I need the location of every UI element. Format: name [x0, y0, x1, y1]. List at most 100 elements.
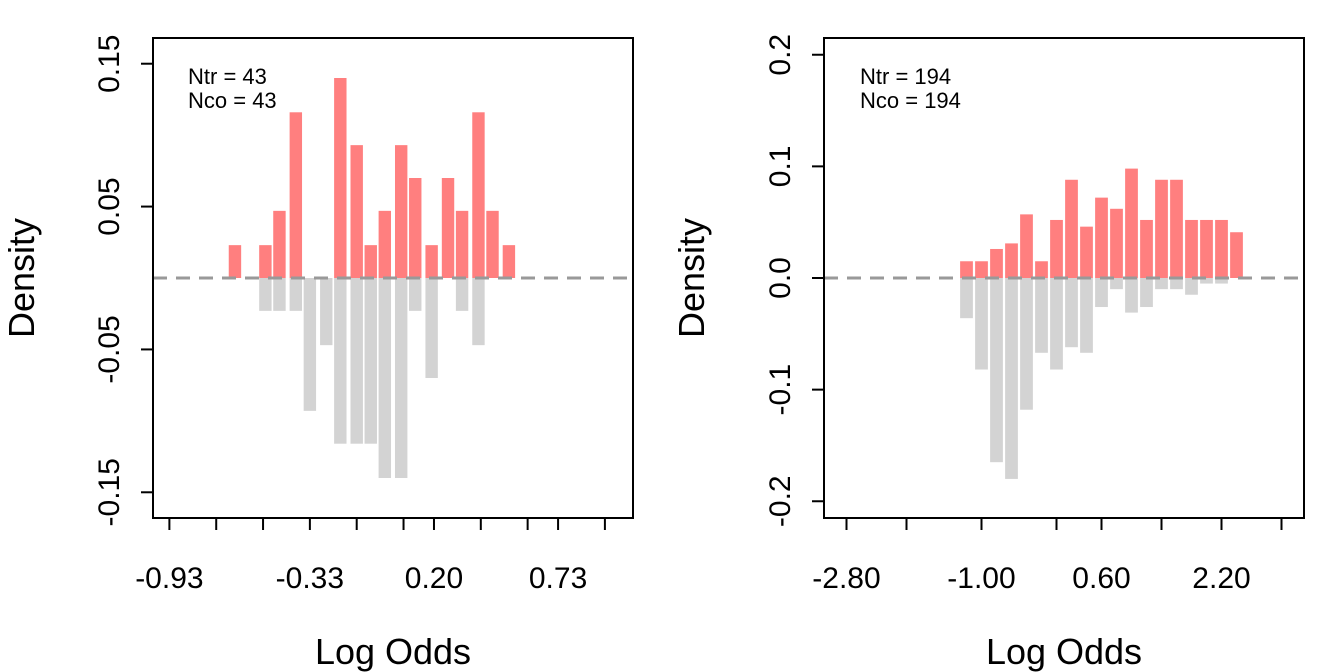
- left-treated-bar: [350, 145, 363, 278]
- left-treated-bar: [228, 245, 242, 278]
- right-x-tick-label: 2.20: [1192, 562, 1250, 595]
- left-y-axis-title: Density: [1, 218, 42, 338]
- right-control-bar: [1200, 278, 1213, 284]
- left-control-bar: [378, 278, 392, 478]
- right-control-bar: [1170, 278, 1183, 290]
- right-bars: [960, 168, 1243, 479]
- right-annotation-nco: Nco = 194: [860, 88, 961, 113]
- right-treated-bar: [990, 248, 1003, 278]
- right-control-bar: [1005, 278, 1018, 479]
- right-y-tick-label: 0.2: [764, 34, 797, 76]
- right-control-bar: [1140, 278, 1153, 308]
- right-x-axis-title: Log Odds: [986, 631, 1142, 672]
- right-x-tick-label: 0.60: [1072, 562, 1130, 595]
- right-control-bar: [1155, 278, 1168, 290]
- right-treated-bar: [1065, 179, 1078, 278]
- left-panel: -0.93 -0.33 0.20 0.73 -0.15 -0.05 0.05 0.15 Nt…: [1, 35, 634, 672]
- left-x-tick-label: -0.33: [276, 562, 344, 595]
- right-control-bar: [1035, 278, 1048, 353]
- left-control-bar: [455, 278, 469, 311]
- right-treated-bar: [1005, 243, 1018, 278]
- right-treated-bar: [1155, 179, 1168, 278]
- right-y-axis: -0.2 -0.1 0.0 0.1 0.2: [764, 34, 824, 527]
- left-control-bar: [350, 278, 363, 444]
- left-treated-bar: [502, 245, 516, 278]
- right-treated-bar: [1110, 208, 1123, 278]
- left-x-axis: -0.93 -0.33 0.20 0.73: [135, 518, 606, 595]
- right-control-bar: [1125, 278, 1138, 313]
- right-treated-bar: [960, 261, 973, 278]
- right-y-tick-label: 0.1: [764, 146, 797, 188]
- left-y-axis: -0.15 -0.05 0.05 0.15: [93, 35, 153, 526]
- left-control-bar: [273, 278, 286, 311]
- right-treated-bar: [1170, 179, 1183, 278]
- left-treated-bar: [259, 245, 272, 278]
- left-treated-bar: [378, 210, 392, 278]
- left-treated-bar: [472, 112, 485, 279]
- right-treated-bar: [1020, 214, 1033, 278]
- left-treated-bar: [273, 210, 286, 278]
- left-control-bar: [289, 278, 303, 311]
- left-treated-bar: [334, 78, 347, 278]
- left-treated-bar: [364, 245, 377, 278]
- left-control-bar: [409, 278, 422, 311]
- right-treated-bar: [1200, 219, 1213, 278]
- left-treated-bar: [425, 245, 438, 278]
- left-control-bar: [472, 278, 485, 346]
- left-treated-bar: [409, 178, 422, 278]
- right-x-tick-label: -1.00: [947, 562, 1015, 595]
- right-x-axis: -2.80 -1.00 0.60 2.20: [812, 518, 1283, 595]
- right-control-bar: [1050, 278, 1063, 370]
- right-control-bar: [1080, 278, 1093, 353]
- left-annotation-ntr: Ntr = 43: [188, 64, 267, 89]
- left-control-bar: [259, 278, 272, 311]
- right-y-tick-label: -0.2: [764, 475, 797, 527]
- left-plot-frame: [152, 37, 634, 519]
- right-treated-bar: [1230, 232, 1243, 278]
- right-control-bar: [1065, 278, 1078, 348]
- left-treated-bar: [441, 178, 455, 278]
- left-control-bar: [334, 278, 347, 444]
- right-treated-bar: [975, 261, 988, 278]
- left-y-tick-label: 0.05: [93, 177, 126, 235]
- right-treated-bar: [1125, 168, 1138, 278]
- right-treated-bar: [1050, 219, 1063, 278]
- right-treated-bar: [1095, 197, 1108, 278]
- right-control-bar: [1020, 278, 1033, 410]
- left-control-bar: [320, 278, 333, 346]
- left-control-bar: [364, 278, 377, 444]
- left-control-bar: [303, 278, 317, 411]
- right-control-bar: [960, 278, 973, 319]
- right-y-axis-title: Density: [671, 218, 712, 338]
- left-x-tick-label: 0.20: [405, 562, 463, 595]
- right-x-tick-label: -2.80: [812, 562, 880, 595]
- left-bars: [228, 78, 516, 478]
- left-x-tick-label: 0.73: [529, 562, 587, 595]
- right-y-tick-label: 0.0: [764, 257, 797, 299]
- left-treated-bar: [289, 112, 303, 279]
- right-control-bar: [1215, 278, 1228, 284]
- left-treated-bar: [394, 145, 408, 278]
- left-y-tick-label: -0.05: [93, 315, 126, 383]
- right-control-bar: [1095, 278, 1108, 308]
- left-control-bar: [425, 278, 438, 378]
- left-treated-bar: [486, 210, 499, 278]
- right-annotation-ntr: Ntr = 194: [860, 64, 951, 89]
- left-control-bar: [394, 278, 408, 478]
- left-x-axis-title: Log Odds: [315, 631, 471, 672]
- left-treated-bar: [455, 210, 469, 278]
- right-control-bar: [975, 278, 988, 370]
- right-panel: -2.80 -1.00 0.60 2.20 -0.2 -0.1 0.0 0.1 0.2 Ntr…: [671, 34, 1305, 672]
- right-control-bar: [1110, 278, 1123, 290]
- right-treated-bar: [1080, 226, 1093, 278]
- left-y-tick-label: 0.15: [93, 35, 126, 93]
- right-treated-bar: [1035, 261, 1048, 278]
- right-treated-bar: [1185, 219, 1198, 278]
- right-treated-bar: [1140, 219, 1153, 278]
- left-x-tick-label: -0.93: [135, 562, 203, 595]
- right-treated-bar: [1215, 219, 1228, 278]
- right-control-bar: [1185, 278, 1198, 295]
- right-y-tick-label: -0.1: [764, 364, 797, 416]
- left-y-tick-label: -0.15: [93, 458, 126, 526]
